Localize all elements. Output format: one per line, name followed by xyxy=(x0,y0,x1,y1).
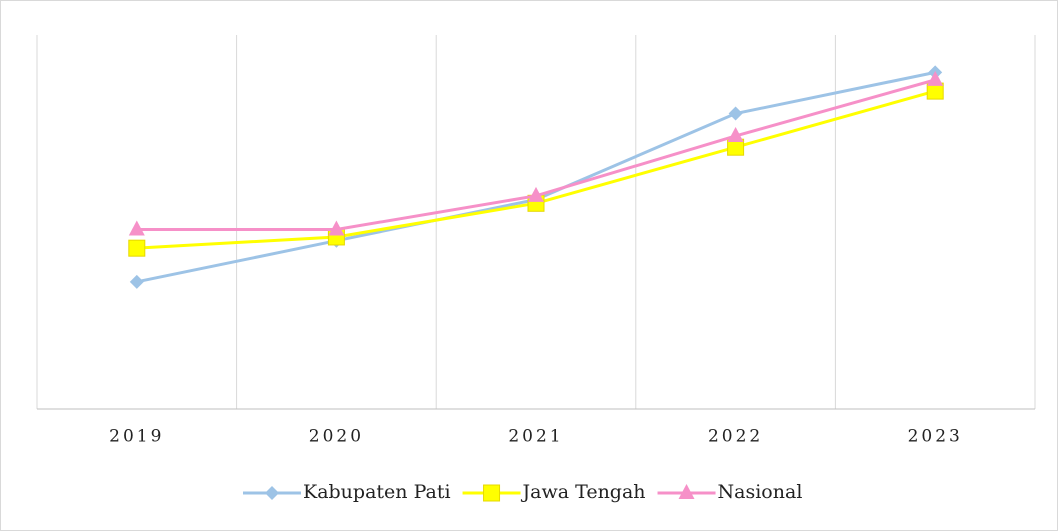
x-tick-label: 2021 xyxy=(508,427,563,447)
legend-label: Kabupaten Pati xyxy=(303,481,451,503)
marker xyxy=(927,70,944,86)
marker xyxy=(328,220,345,236)
marker xyxy=(728,106,743,121)
legend-label: Nasional xyxy=(718,481,803,503)
x-tick-label: 2019 xyxy=(109,427,164,447)
marker xyxy=(528,186,544,202)
marker xyxy=(129,274,144,289)
x-tick-label: 2022 xyxy=(708,427,763,447)
marker xyxy=(678,484,695,499)
marker xyxy=(265,486,279,500)
x-tick-label: 2020 xyxy=(309,427,364,447)
marker xyxy=(128,239,146,257)
marker xyxy=(128,220,145,236)
marker xyxy=(727,126,744,142)
marker xyxy=(483,484,501,502)
x-tick-label: 2023 xyxy=(908,427,963,447)
legend-label: Jawa Tengah xyxy=(521,481,646,503)
